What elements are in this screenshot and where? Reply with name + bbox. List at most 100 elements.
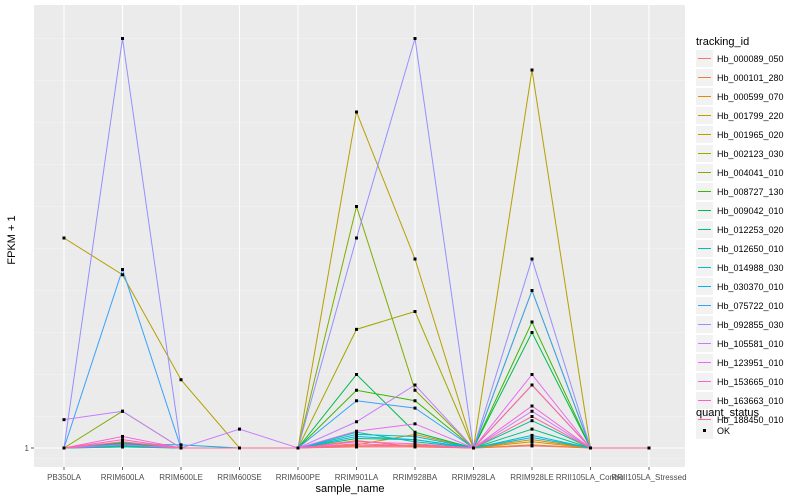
data-point bbox=[413, 310, 417, 313]
data-point bbox=[62, 418, 66, 422]
x-axis-title: sample_name bbox=[315, 483, 384, 495]
data-point bbox=[238, 446, 241, 450]
legend-label: Hb_001799_220 bbox=[717, 111, 784, 121]
data-point bbox=[121, 438, 124, 442]
data-point bbox=[355, 432, 358, 436]
data-point bbox=[121, 37, 124, 40]
data-point bbox=[530, 373, 534, 376]
data-point bbox=[355, 399, 358, 403]
x-axis-ticks: PB350LA RRIM600LA RRIM600LE RRIM600SE RRIM60… bbox=[47, 467, 687, 482]
data-point bbox=[355, 373, 358, 376]
data-point bbox=[355, 236, 358, 240]
x-tick-label: RRIM901LA bbox=[335, 473, 379, 482]
x-tick-label: RRII105LA_Control bbox=[556, 473, 626, 482]
legend-label: Hb_075722_010 bbox=[717, 301, 784, 311]
data-point bbox=[62, 236, 66, 240]
data-point bbox=[413, 440, 417, 444]
data-point bbox=[530, 409, 534, 413]
data-point bbox=[413, 37, 417, 40]
data-point bbox=[355, 205, 358, 208]
data-point bbox=[355, 437, 358, 441]
data-point bbox=[413, 444, 417, 448]
quant-status-key-point bbox=[703, 429, 706, 432]
data-point bbox=[413, 430, 417, 434]
data-point bbox=[530, 436, 534, 439]
data-point bbox=[413, 383, 417, 387]
y-tick-label: 1 bbox=[25, 444, 30, 453]
data-point bbox=[413, 399, 417, 403]
data-point bbox=[355, 420, 358, 424]
data-point bbox=[413, 422, 417, 426]
x-tick-label: RRIM928LE bbox=[510, 473, 554, 482]
x-tick-label: PB350LA bbox=[47, 473, 81, 482]
data-point bbox=[530, 427, 534, 431]
data-point bbox=[530, 440, 534, 444]
legend-label: Hb_153665_010 bbox=[717, 377, 784, 387]
y-axis-ticks: 1 bbox=[25, 444, 34, 453]
legend-label: Hb_002123_030 bbox=[717, 149, 784, 159]
data-point bbox=[179, 446, 183, 450]
data-point bbox=[355, 110, 358, 114]
x-tick-label: RRII105LA_Stressed bbox=[611, 473, 686, 482]
x-tick-label: RRIM600PE bbox=[276, 473, 320, 482]
data-point bbox=[530, 289, 534, 292]
legend-label: Hb_004041_010 bbox=[717, 168, 784, 178]
data-point bbox=[121, 268, 124, 271]
data-point bbox=[238, 427, 241, 431]
legend-label: Hb_001965_020 bbox=[717, 130, 784, 140]
data-point bbox=[179, 378, 183, 382]
x-tick-label: RRIM928BA bbox=[393, 473, 438, 482]
x-tick-label: RRIM600SE bbox=[217, 473, 261, 482]
data-point bbox=[413, 388, 417, 392]
data-point bbox=[62, 446, 66, 450]
legend-label: Hb_008727_130 bbox=[717, 187, 784, 197]
legend-label: Hb_123951_010 bbox=[717, 358, 784, 368]
data-point bbox=[413, 442, 417, 446]
quant-status-legend-title: quant_status bbox=[696, 407, 759, 419]
data-point bbox=[589, 446, 592, 450]
legend: tracking_id Hb_000089_050Hb_000101_280Hb… bbox=[696, 36, 784, 439]
data-point bbox=[355, 442, 358, 446]
data-point bbox=[121, 434, 124, 438]
legend-label: Hb_014988_030 bbox=[717, 263, 784, 273]
data-point bbox=[530, 320, 534, 324]
data-point bbox=[121, 440, 124, 444]
legend-label: Hb_163663_010 bbox=[717, 396, 784, 406]
y-axis-title: FPKM + 1 bbox=[6, 215, 18, 264]
data-point bbox=[355, 327, 358, 331]
data-point bbox=[647, 446, 651, 450]
data-point bbox=[530, 443, 534, 447]
x-tick-label: RRIM600LE bbox=[159, 473, 203, 482]
legend-label: Hb_000599_070 bbox=[717, 92, 784, 102]
data-point bbox=[413, 432, 417, 436]
x-tick-label: RRIM928LA bbox=[452, 473, 496, 482]
data-point bbox=[530, 419, 534, 423]
data-point bbox=[530, 404, 534, 408]
legend-title: tracking_id bbox=[696, 36, 749, 48]
data-point bbox=[530, 68, 534, 72]
legend-label: Hb_012253_020 bbox=[717, 225, 784, 235]
legend-label: Hb_000101_280 bbox=[717, 73, 784, 83]
data-point bbox=[121, 409, 124, 413]
legend-label: Hb_009042_010 bbox=[717, 206, 784, 216]
data-point bbox=[355, 440, 358, 444]
data-point bbox=[355, 388, 358, 392]
data-point bbox=[121, 443, 124, 447]
data-point bbox=[530, 331, 534, 334]
legend-items: Hb_000089_050 Hb_000101_280 Hb_000599_070 H… bbox=[696, 50, 784, 428]
legend-label: Hb_092855_030 bbox=[717, 320, 784, 330]
data-point bbox=[472, 446, 475, 450]
legend-label: Hb_012650_010 bbox=[717, 244, 784, 254]
data-point bbox=[530, 438, 534, 442]
data-point bbox=[355, 434, 358, 438]
data-point bbox=[530, 415, 534, 418]
legend-label: Hb_105581_010 bbox=[717, 339, 784, 349]
data-points bbox=[62, 37, 651, 450]
data-point bbox=[530, 383, 534, 387]
data-point bbox=[179, 443, 183, 447]
legend-label: Hb_000089_050 bbox=[717, 54, 784, 64]
data-point bbox=[413, 257, 417, 261]
legend-label: Hb_030370_010 bbox=[717, 282, 784, 292]
data-point bbox=[355, 444, 358, 448]
data-point bbox=[413, 434, 417, 438]
